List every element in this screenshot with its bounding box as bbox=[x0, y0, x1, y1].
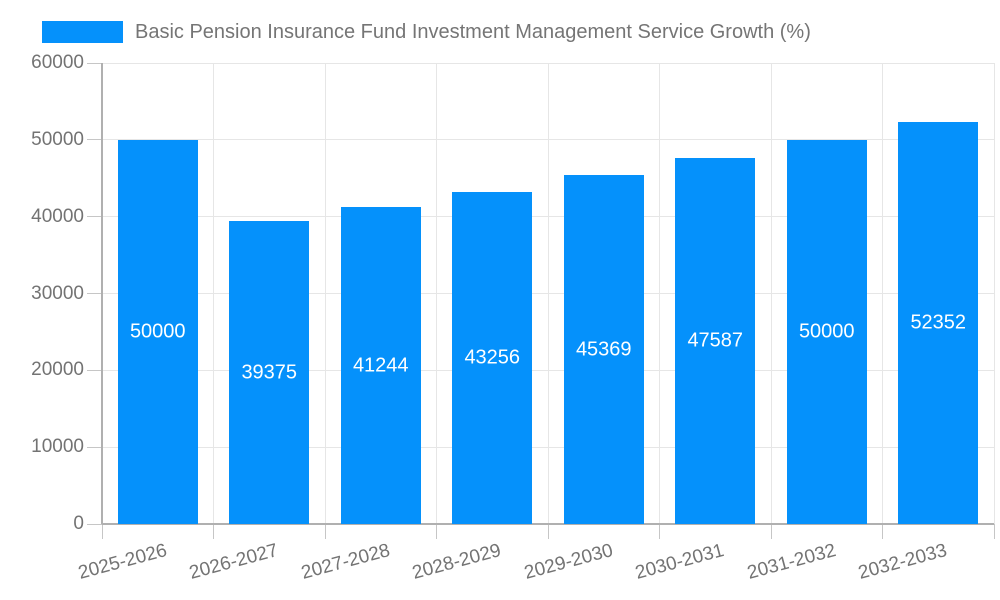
x-axis-tick-label: 2032-2033 bbox=[856, 540, 950, 584]
bar bbox=[452, 191, 533, 524]
x-tick-mark bbox=[770, 524, 772, 539]
bar-value-label: 39375 bbox=[241, 361, 298, 384]
x-axis-tick-label: 2025-2026 bbox=[75, 540, 170, 584]
bar-value-label: 45369 bbox=[575, 338, 632, 361]
x-axis-tick-label: 2029-2030 bbox=[521, 540, 616, 584]
bar bbox=[898, 121, 979, 524]
bar bbox=[675, 158, 756, 524]
x-tick-mark bbox=[993, 524, 995, 539]
y-tick-mark bbox=[87, 216, 102, 218]
bar-value-label: 50000 bbox=[129, 320, 186, 343]
y-tick-mark bbox=[87, 369, 102, 371]
bar bbox=[229, 221, 310, 524]
x-tick-mark bbox=[324, 524, 326, 539]
grid-line-vertical bbox=[659, 63, 660, 524]
grid-line-vertical bbox=[324, 63, 326, 524]
y-tick-mark bbox=[87, 62, 102, 64]
y-axis-tick-label: 40000 bbox=[31, 205, 84, 227]
legend-item[interactable]: Basic Pension Insurance Fund Investment … bbox=[42, 17, 811, 47]
y-axis-tick-label: 50000 bbox=[31, 128, 84, 150]
y-axis-line bbox=[101, 63, 103, 524]
y-tick-mark bbox=[87, 293, 102, 294]
grid-line-vertical bbox=[882, 63, 883, 524]
x-axis-tick-label: 2028-2029 bbox=[410, 540, 504, 584]
grid-line-vertical bbox=[436, 63, 437, 524]
bar bbox=[340, 207, 421, 524]
bar-value-label: 50000 bbox=[798, 320, 855, 343]
bar bbox=[117, 139, 198, 524]
y-tick-mark bbox=[87, 523, 102, 525]
x-axis-line bbox=[102, 523, 994, 525]
x-axis-tick-label: 2030-2031 bbox=[633, 540, 727, 584]
grid-line-vertical bbox=[213, 63, 214, 524]
x-axis-tick-label: 2026-2027 bbox=[187, 540, 281, 584]
x-tick-mark bbox=[101, 524, 103, 539]
legend-swatch bbox=[42, 21, 123, 43]
grid-line-vertical bbox=[547, 63, 549, 524]
y-axis-tick-label: 30000 bbox=[31, 282, 84, 304]
y-axis-tick-label: 0 bbox=[73, 513, 84, 534]
x-axis-tick-label: 2031-2032 bbox=[744, 540, 839, 584]
legend-label: Basic Pension Insurance Fund Investment … bbox=[135, 21, 811, 43]
bar-value-label: 52352 bbox=[910, 311, 967, 334]
bar bbox=[786, 139, 867, 524]
x-tick-mark bbox=[547, 524, 549, 539]
y-axis-tick-label: 60000 bbox=[31, 52, 84, 73]
x-tick-mark bbox=[882, 524, 883, 539]
grid-line-vertical bbox=[770, 63, 772, 524]
x-tick-mark bbox=[213, 524, 214, 539]
bar bbox=[563, 175, 644, 524]
y-axis-tick-label: 10000 bbox=[31, 436, 84, 458]
x-tick-mark bbox=[659, 524, 660, 539]
y-tick-mark bbox=[87, 139, 102, 141]
y-tick-mark bbox=[87, 446, 102, 448]
x-tick-mark bbox=[436, 524, 437, 539]
x-axis-tick-label: 2027-2028 bbox=[298, 540, 393, 584]
y-axis-tick-label: 20000 bbox=[31, 359, 84, 381]
grid-line-vertical bbox=[993, 63, 995, 524]
bar-value-label: 43256 bbox=[464, 346, 521, 369]
bar-value-label: 41244 bbox=[352, 354, 409, 377]
bar-value-label: 47587 bbox=[687, 329, 744, 352]
